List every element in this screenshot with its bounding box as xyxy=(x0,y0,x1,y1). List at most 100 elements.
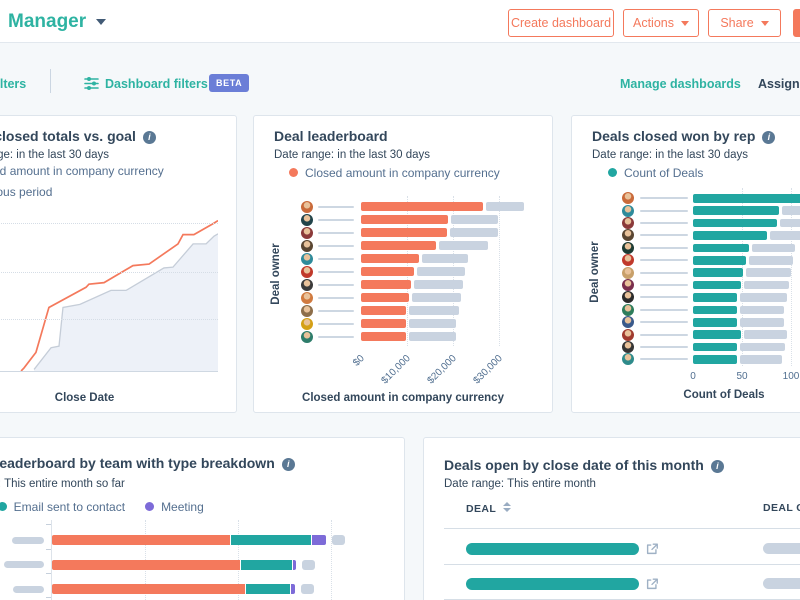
line-chart xyxy=(0,216,218,371)
sort-icon[interactable] xyxy=(503,502,512,512)
remainder-bar xyxy=(485,202,525,211)
value-bar xyxy=(361,319,406,328)
card-title: Deals open by close date of this month xyxy=(444,457,724,473)
info-icon[interactable] xyxy=(710,460,724,473)
remainder-bar xyxy=(449,228,499,237)
table-header-deal-close-date[interactable]: DEAL CLOSE DATE xyxy=(763,502,800,514)
avatar xyxy=(622,266,634,279)
info-icon[interactable] xyxy=(281,458,295,471)
primary-action-button[interactable] xyxy=(793,9,800,37)
deal-name-pill[interactable] xyxy=(466,578,639,590)
gridline xyxy=(0,319,218,321)
actions-button[interactable]: Actions xyxy=(623,9,699,37)
card-title: Deals closed won by rep xyxy=(592,128,776,144)
bar-segment xyxy=(52,584,245,595)
legend-item[interactable]: Closed amount in company currency xyxy=(289,166,500,180)
value-bar xyxy=(693,243,749,253)
chevron-down-icon xyxy=(681,20,689,26)
leader-line xyxy=(640,271,688,274)
external-link-icon[interactable] xyxy=(645,577,659,591)
remainder-bar xyxy=(408,306,459,315)
leader-line xyxy=(318,205,354,208)
legend-dot xyxy=(0,502,7,511)
manage-dashboards-link[interactable]: Manage dashboards xyxy=(620,77,741,91)
card-title: Deals closed totals vs. goal xyxy=(0,128,156,144)
y-axis xyxy=(51,520,52,600)
bar-segment xyxy=(312,535,326,545)
leader-line xyxy=(640,296,688,299)
overflow-pill xyxy=(332,535,345,545)
value-bar xyxy=(693,256,746,265)
remainder-bar xyxy=(740,342,786,352)
bar-segment xyxy=(291,584,295,595)
avatar xyxy=(622,204,634,217)
info-icon[interactable] xyxy=(762,131,776,144)
legend-item[interactable]: Previous period xyxy=(0,185,164,199)
remainder-bar xyxy=(740,293,788,302)
legend-item[interactable]: Closed amount in company currency xyxy=(0,164,164,178)
bar-segment xyxy=(293,559,296,570)
leader-line xyxy=(318,270,354,273)
remainder-bar xyxy=(782,206,800,215)
overflow-pill xyxy=(302,559,315,570)
filters-icon xyxy=(84,76,99,91)
card-deals-closed-won-by-rep: Deals closed won by rep Date range: in t… xyxy=(571,115,800,413)
remainder-bar xyxy=(748,256,793,265)
card-activity-leaderboard-by-team: Activity leaderboard by team with type b… xyxy=(0,437,405,600)
table-row-divider xyxy=(444,564,800,565)
table-header-deal[interactable]: DEAL xyxy=(466,502,512,515)
axis-tick-label: 0 xyxy=(690,371,696,382)
close-date-pill xyxy=(763,578,800,589)
gridline xyxy=(0,222,218,224)
remainder-bar xyxy=(421,254,468,263)
assigned-filter[interactable]: Assigned xyxy=(758,77,800,91)
leader-line xyxy=(640,259,688,262)
card-title: Activity leaderboard by team with type b… xyxy=(0,455,295,471)
dashboard-filters-link[interactable]: Dashboard filters xyxy=(105,77,208,91)
leader-line xyxy=(318,244,354,247)
dashboard-title[interactable]: Manager xyxy=(8,11,107,33)
info-icon[interactable] xyxy=(142,131,156,144)
legend-item[interactable]: Email sent to contact xyxy=(0,500,125,514)
axis-tick xyxy=(46,524,51,525)
remainder-bar xyxy=(740,318,785,327)
legend-item[interactable]: Count of Deals xyxy=(608,166,703,180)
chevron-down-icon xyxy=(760,20,769,26)
value-bar xyxy=(693,293,738,302)
gridline xyxy=(0,271,218,273)
external-link-icon[interactable] xyxy=(645,542,659,556)
stacked-bar-chart xyxy=(0,438,404,600)
card-title-label: Deals open by close date of this month xyxy=(444,457,704,473)
avatar xyxy=(622,279,634,292)
legend-dot xyxy=(145,502,155,511)
legend-item[interactable]: Meeting xyxy=(145,500,204,514)
leader-line xyxy=(640,209,688,212)
remainder-bar xyxy=(745,268,791,277)
value-bar xyxy=(361,306,406,315)
deal-name-pill[interactable] xyxy=(466,543,639,555)
leader-line xyxy=(640,333,688,336)
value-bar xyxy=(361,228,447,237)
card-title-label: Deals closed totals vs. goal xyxy=(0,128,136,144)
avatar xyxy=(301,291,313,304)
value-bar xyxy=(361,332,406,341)
overflow-pill xyxy=(301,584,314,595)
create-dashboard-button[interactable]: Create dashboard xyxy=(508,9,614,37)
remainder-bar xyxy=(417,267,466,276)
share-button[interactable]: Share xyxy=(708,9,781,37)
remainder-bar xyxy=(770,231,800,240)
remainder-bar xyxy=(780,218,800,228)
leader-line xyxy=(640,321,688,324)
leader-line xyxy=(318,283,354,286)
card-title: Deal leaderboard xyxy=(274,128,388,144)
axis-tick xyxy=(46,549,51,550)
value-bar xyxy=(693,330,742,339)
leader-line xyxy=(318,231,354,234)
bar-segment xyxy=(52,559,240,570)
quick-filters-link[interactable]: Quick filters xyxy=(0,77,27,91)
leader-line xyxy=(318,309,354,312)
gridline xyxy=(742,188,743,366)
avatar xyxy=(622,291,634,304)
bar-chart: 0 50 100 xyxy=(572,116,800,412)
